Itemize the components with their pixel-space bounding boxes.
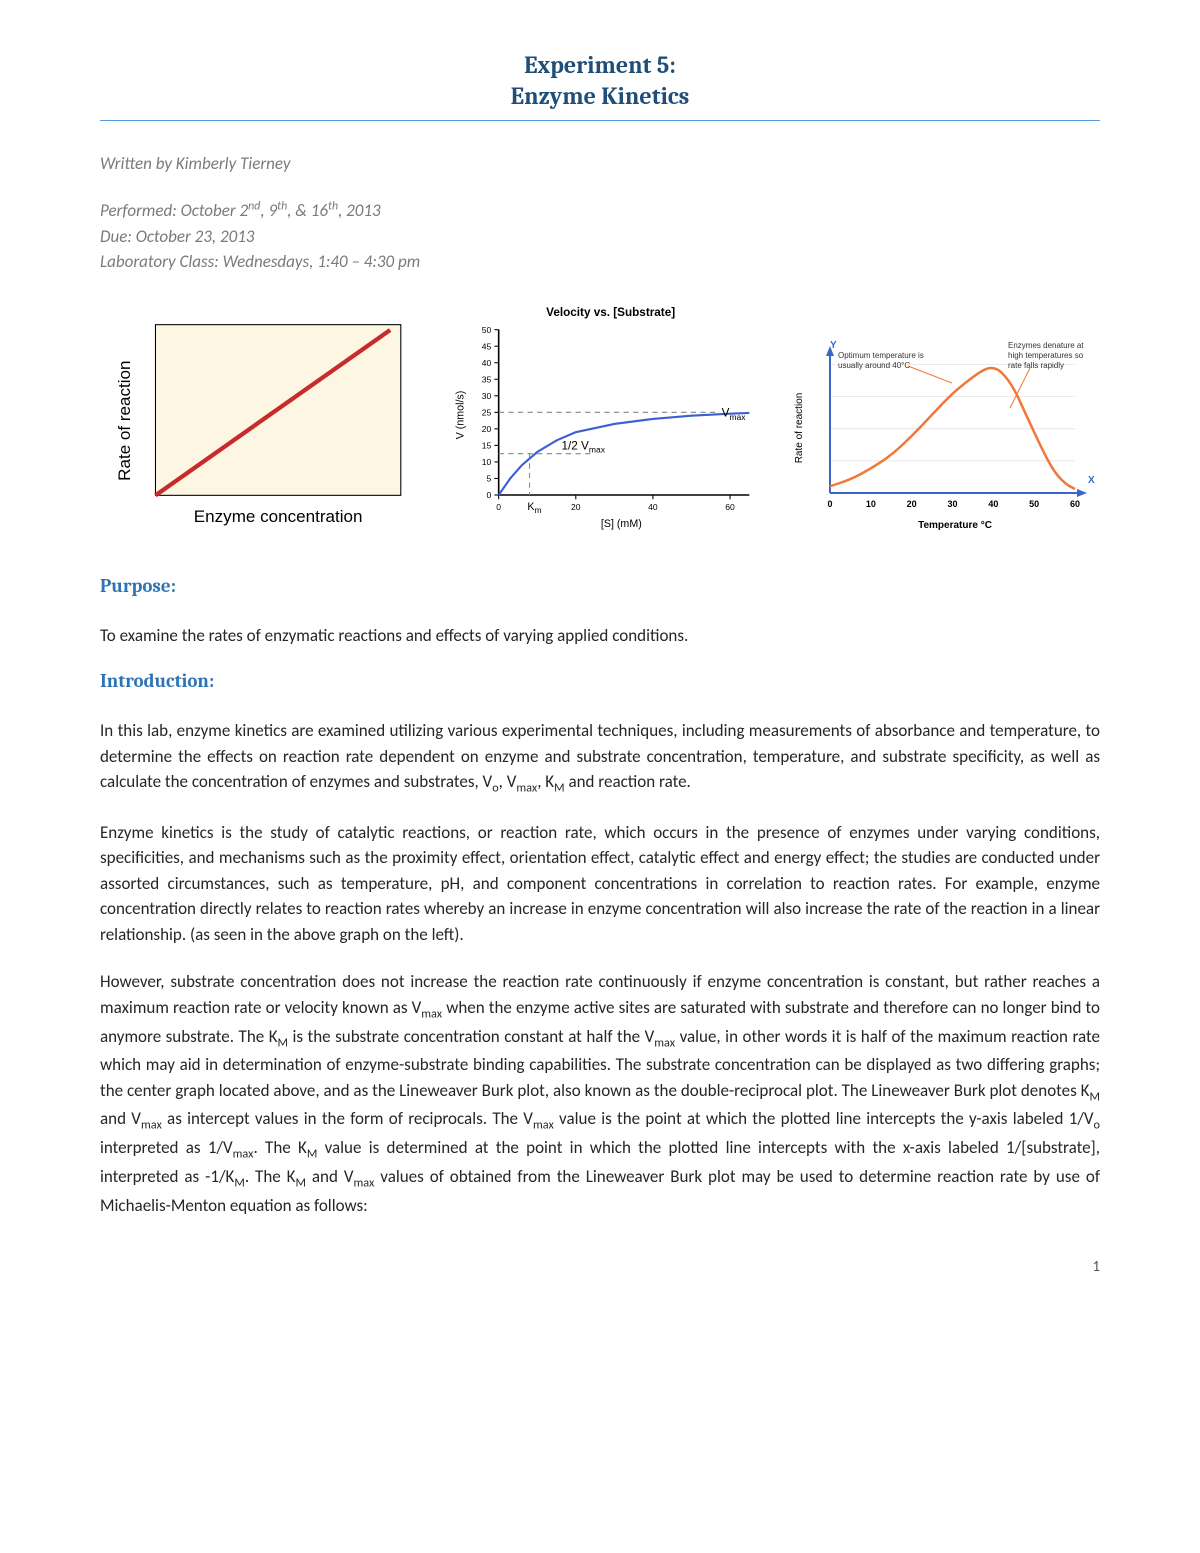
chart-velocity-substrate: Velocity vs. [Substrate] 0 5 10 15 20 25 30 35 4… xyxy=(440,303,760,543)
svg-text:high temperatures so: high temperatures so xyxy=(1008,351,1084,360)
title-block: Experiment 5: Enzyme Kinetics xyxy=(100,50,1100,121)
svg-text:20: 20 xyxy=(571,502,581,512)
svg-text:Temperature °C: Temperature °C xyxy=(918,520,992,531)
purpose-heading: Purpose: xyxy=(100,575,1100,597)
svg-text:Velocity vs. [Substrate]: Velocity vs. [Substrate] xyxy=(546,306,675,319)
svg-text:35: 35 xyxy=(482,374,492,384)
svg-text:Vmax: Vmax xyxy=(722,406,747,421)
svg-text:X: X xyxy=(1088,475,1095,486)
page-number: 1 xyxy=(100,1258,1100,1276)
svg-text:45: 45 xyxy=(482,341,492,351)
svg-text:40: 40 xyxy=(482,358,492,368)
intro-p3: However, substrate concentration does no… xyxy=(100,969,1100,1218)
svg-text:0: 0 xyxy=(827,499,832,509)
chart-enzyme-concentration: Rate of reaction Enzyme concentration xyxy=(100,314,420,543)
svg-text:50: 50 xyxy=(482,325,492,335)
svg-text:10: 10 xyxy=(866,499,876,509)
svg-text:30: 30 xyxy=(947,499,957,509)
meta-class: Laboratory Class: Wednesdays, 1:40 – 4:3… xyxy=(100,249,1100,275)
svg-text:1/2 Vmax: 1/2 Vmax xyxy=(562,439,606,454)
meta-block: Performed: October 2nd, 9th, & 16th, 201… xyxy=(100,198,1100,275)
svg-text:20: 20 xyxy=(907,499,917,509)
svg-text:Optimum temperature is: Optimum temperature is xyxy=(838,351,924,360)
svg-text:10: 10 xyxy=(482,457,492,467)
svg-text:20: 20 xyxy=(482,424,492,434)
meta-performed: Performed: October 2nd, 9th, & 16th, 201… xyxy=(100,198,1100,224)
title-line-1: Experiment 5: xyxy=(100,50,1100,81)
meta-due: Due: October 23, 2013 xyxy=(100,224,1100,250)
chart-temperature: Y X 0102030405060 Optimum temperature is… xyxy=(780,328,1100,543)
svg-text:Enzyme concentration: Enzyme concentration xyxy=(194,507,363,526)
charts-row: Rate of reaction Enzyme concentration Ve… xyxy=(100,303,1100,543)
intro-p1: In this lab, enzyme kinetics are examine… xyxy=(100,718,1100,798)
svg-text:V (nmol/s): V (nmol/s) xyxy=(454,391,466,440)
purpose-text: To examine the rates of enzymatic reacti… xyxy=(100,623,1100,649)
svg-text:Enzymes denature at: Enzymes denature at xyxy=(1008,341,1084,350)
svg-text:30: 30 xyxy=(482,391,492,401)
svg-text:60: 60 xyxy=(725,502,735,512)
svg-text:40: 40 xyxy=(988,499,998,509)
intro-heading: Introduction: xyxy=(100,670,1100,692)
intro-p2: Enzyme kinetics is the study of catalyti… xyxy=(100,820,1100,948)
svg-text:usually around 40°C: usually around 40°C xyxy=(838,361,910,370)
svg-text:50: 50 xyxy=(1029,499,1039,509)
svg-text:40: 40 xyxy=(648,502,658,512)
svg-text:5: 5 xyxy=(486,474,491,484)
svg-text:25: 25 xyxy=(482,407,492,417)
svg-text:15: 15 xyxy=(482,440,492,450)
svg-text:[S] (mM): [S] (mM) xyxy=(601,518,642,530)
svg-text:rate falls rapidly: rate falls rapidly xyxy=(1008,361,1064,370)
svg-text:0: 0 xyxy=(486,490,491,500)
svg-text:Rate of reaction: Rate of reaction xyxy=(115,360,134,480)
svg-text:60: 60 xyxy=(1070,499,1080,509)
svg-text:0: 0 xyxy=(496,502,501,512)
svg-text:Rate of reaction: Rate of reaction xyxy=(794,392,805,463)
title-line-2: Enzyme Kinetics xyxy=(100,81,1100,112)
byline: Written by Kimberly Tierney xyxy=(100,153,1100,174)
svg-text:Km: Km xyxy=(527,501,541,515)
